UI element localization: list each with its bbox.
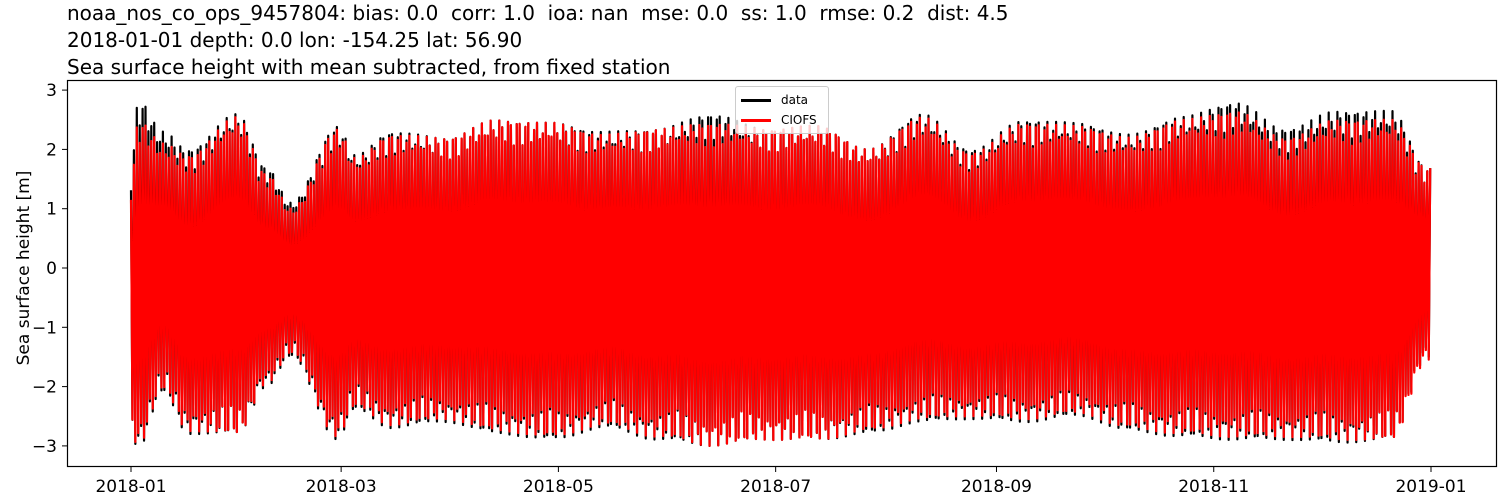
legend-item-ciofs: CIOFS xyxy=(741,111,817,129)
x-axis-ticks: 2018-01 2018-03 2018-05 2018-07 2018-09 2018-… xyxy=(95,466,1467,497)
y-tick-label: 3 xyxy=(46,81,57,101)
y-tick-label: 1 xyxy=(46,200,57,220)
x-tick-label: 2018-03 xyxy=(306,477,377,497)
y-tick-label: −2 xyxy=(32,378,57,398)
chart-title-stats: noaa_nos_co_ops_9457804: bias: 0.0 corr:… xyxy=(67,1,1009,25)
legend-swatch-ciofs xyxy=(741,118,771,122)
y-axis-label: Sea surface height [m] xyxy=(14,170,34,366)
legend-swatch-data xyxy=(741,98,771,102)
axes-frame xyxy=(66,79,1498,468)
y-tick-label: 0 xyxy=(46,259,57,279)
chart-title-location: 2018-01-01 depth: 0.0 lon: -154.25 lat: … xyxy=(67,28,523,52)
y-tick-label: 2 xyxy=(46,140,57,160)
x-tick-label: 2018-01 xyxy=(95,477,166,497)
y-tick-label: −1 xyxy=(32,318,57,338)
x-tick-label: 2018-11 xyxy=(1178,477,1249,497)
legend: data CIOFS xyxy=(735,86,829,134)
chart-title-variable: Sea surface height with mean subtracted,… xyxy=(67,55,671,79)
x-tick-label: 2018-05 xyxy=(523,477,594,497)
y-axis-ticks: −3 −2 −1 0 1 2 3 xyxy=(32,81,68,457)
y-tick-label: −3 xyxy=(32,437,57,457)
legend-label-ciofs: CIOFS xyxy=(781,113,817,127)
x-tick-label: 2019-01 xyxy=(1395,477,1466,497)
x-tick-label: 2018-09 xyxy=(961,477,1032,497)
legend-label-data: data xyxy=(781,93,809,107)
legend-item-data: data xyxy=(741,91,808,109)
series-ciofs-line xyxy=(129,111,1432,447)
x-tick-label: 2018-07 xyxy=(740,477,811,497)
